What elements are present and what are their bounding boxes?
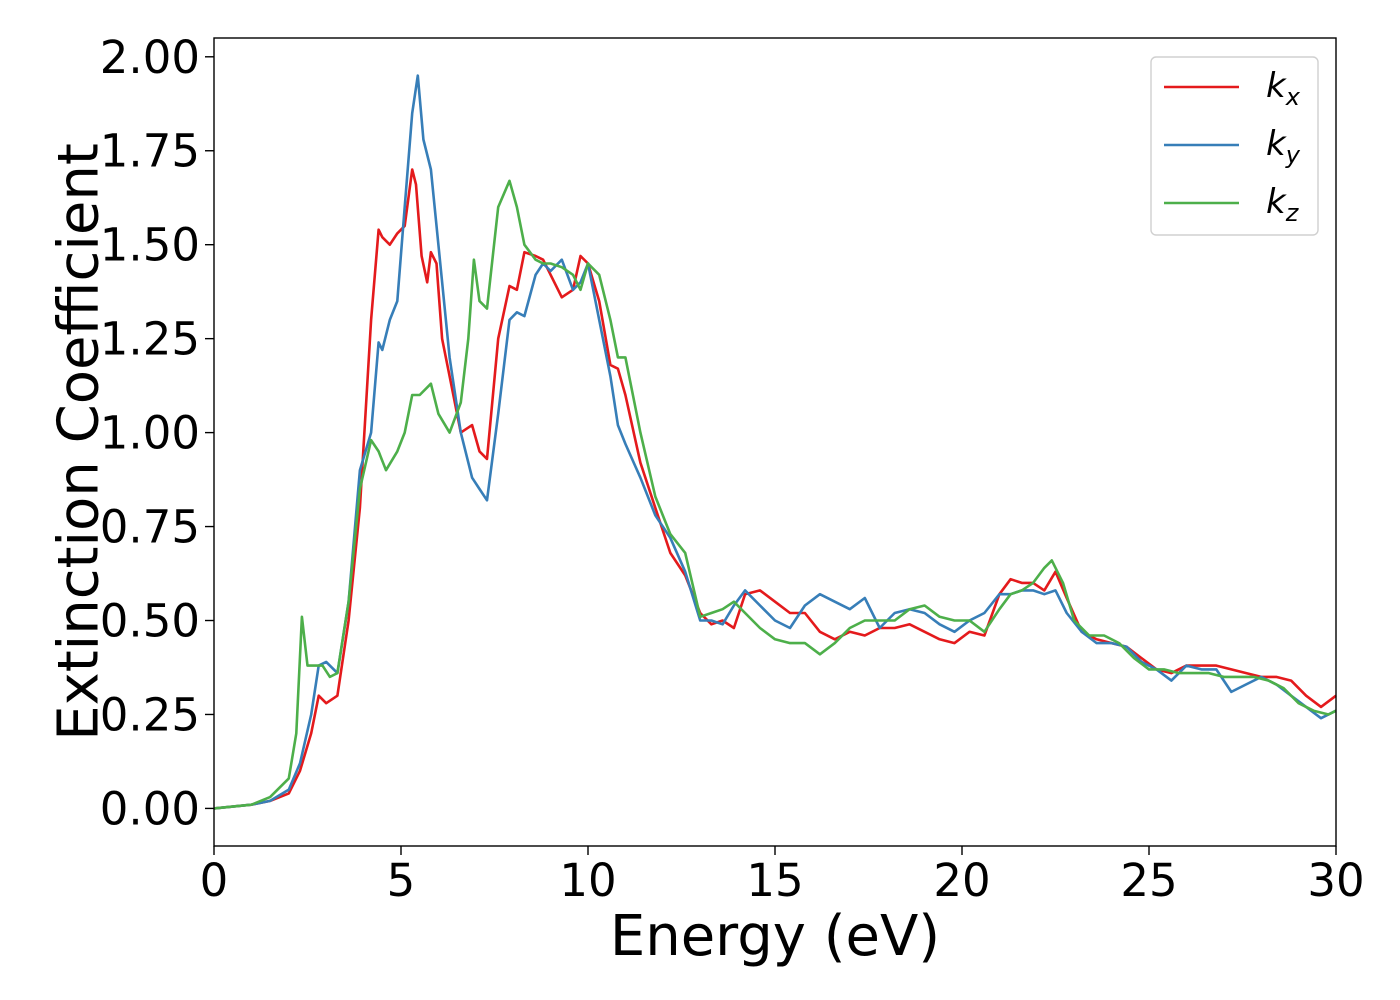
y-tick-label: 1.50 [100, 219, 200, 272]
y-tick-label: 1.25 [100, 313, 200, 366]
y-tick-label: 2.00 [100, 31, 200, 84]
y-tick-label: 0.75 [100, 501, 200, 554]
legend-label-z: kz [1266, 182, 1300, 227]
legend-label-sub: y [1285, 141, 1301, 169]
legend-label-x: kx [1266, 66, 1301, 111]
y-tick-label: 1.00 [100, 407, 200, 460]
x-tick-label: 10 [559, 854, 616, 907]
y-tick-label: 0.00 [100, 782, 200, 835]
legend-label-main: k [1266, 124, 1287, 164]
x-tick-label: 15 [746, 854, 803, 907]
x-axis: 0 5 10 15 20 25 30 [200, 846, 1365, 907]
series-line-z [213, 179, 1337, 810]
legend-label-sub: z [1285, 199, 1300, 227]
x-axis-title: Energy (eV) [610, 904, 940, 969]
x-tick-label: 0 [200, 854, 229, 907]
x-tick-label: 25 [1120, 854, 1177, 907]
x-tick-label: 20 [933, 854, 990, 907]
legend-label-main: k [1266, 66, 1287, 106]
x-tick-label: 5 [387, 854, 416, 907]
series-line-x [213, 168, 1337, 810]
y-tick-label: 0.25 [100, 688, 200, 741]
y-axis-title: Extinction Coefficient [47, 143, 112, 741]
legend-label-y: ky [1266, 124, 1301, 169]
series-layer [213, 74, 1337, 810]
y-tick-label: 1.75 [100, 125, 200, 178]
series-line-y [213, 74, 1337, 810]
legend-label-main: k [1266, 182, 1287, 222]
y-axis: 0.00 0.25 0.50 0.75 1.00 1.25 1.50 1.75 2.00 [100, 31, 214, 835]
y-tick-label: 0.50 [100, 595, 200, 648]
legend-label-sub: x [1285, 83, 1301, 111]
x-tick-label: 30 [1307, 854, 1364, 907]
